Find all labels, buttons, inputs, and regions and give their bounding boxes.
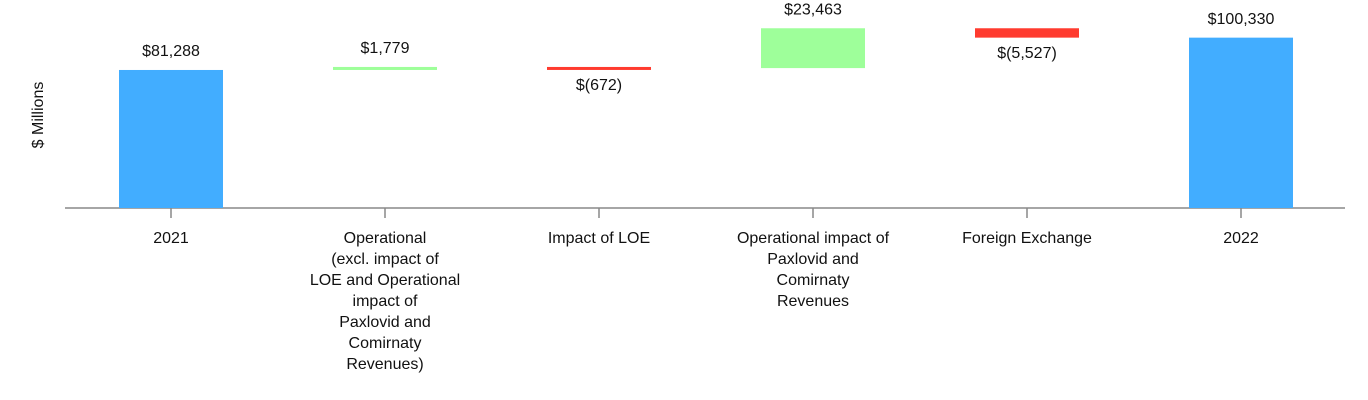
value-label: $(672) <box>576 77 622 94</box>
value-label: $1,779 <box>361 40 410 57</box>
value-label: $81,288 <box>142 43 200 60</box>
bar <box>975 28 1079 38</box>
value-label: $23,463 <box>784 1 842 18</box>
y-axis-label: $ Millions <box>30 82 47 149</box>
bar <box>547 66 651 70</box>
x-tick-label: Operational impact of Paxlovid and Comir… <box>736 230 890 310</box>
x-tick-label: Impact of LOE <box>547 230 651 247</box>
bar <box>1189 37 1293 209</box>
bar <box>761 28 865 69</box>
bar <box>119 69 223 209</box>
value-label: $(5,527) <box>997 45 1057 62</box>
x-tick-label: 2021 <box>153 230 189 247</box>
x-tick-label: Foreign Exchange <box>962 230 1092 247</box>
bar <box>333 66 437 70</box>
x-tick-label: Operational (excl. impact of LOE and Ope… <box>309 230 461 373</box>
value-label: $100,330 <box>1208 11 1275 28</box>
x-tick-label: 2022 <box>1223 230 1259 247</box>
